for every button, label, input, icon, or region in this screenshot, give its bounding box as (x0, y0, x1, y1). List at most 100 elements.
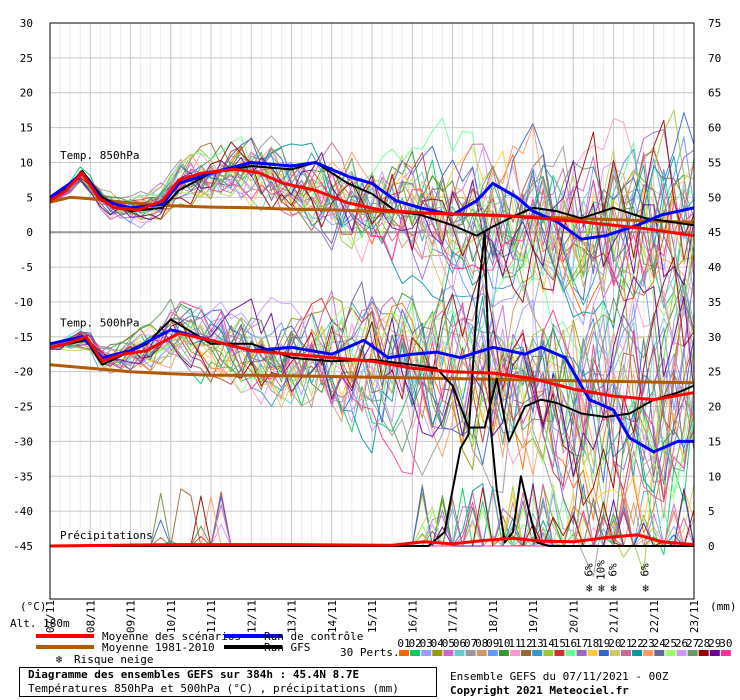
snowflake-icon: ❄ (610, 582, 617, 595)
perturbation-id: 28 (697, 637, 710, 650)
perturbation-id: 18 (586, 637, 599, 650)
axes (49, 22, 695, 600)
perturbation-swatch (510, 650, 520, 656)
left-axis-tick-label: -15 (13, 331, 33, 344)
x-axis-tick-label: 19/11 (527, 600, 540, 633)
right-axis-tick-label: 70 (708, 52, 721, 65)
x-axis-tick-label: 08/11 (84, 600, 97, 633)
perturbation-line-500 (49, 279, 695, 464)
series-line-precip (49, 533, 695, 548)
left-axis-unit: (°C) (20, 600, 47, 613)
perturbation-swatch (632, 650, 643, 656)
right-axis-tick-label: 75 (708, 17, 721, 30)
left-axis-tick-label: 0 (26, 226, 33, 239)
axis-labels: 302520151050-5-10-15-20-25-30-35-40-4575… (10, 17, 737, 633)
perturbation-swatch (698, 650, 709, 656)
left-axis-tick-label: -35 (13, 470, 33, 483)
perturbation-id: 25 (664, 637, 677, 650)
x-axis-tick-label: 23/11 (688, 600, 701, 633)
left-axis-tick-label: -30 (13, 435, 33, 448)
perturbation-id: 17 (575, 637, 588, 650)
legend-label-mean: Moyenne des scénarios (102, 630, 241, 643)
snow-risk-label: 6% (639, 563, 652, 577)
perturbation-id: 22 (630, 637, 643, 650)
perturbation-id: 05 (442, 637, 455, 650)
x-axis-tick-label: 21/11 (608, 600, 621, 633)
perturbation-swatch (709, 650, 720, 656)
altitude-label: Alt. 180m (10, 617, 70, 630)
perturbation-id: 03 (420, 637, 433, 650)
series-line-500 (49, 318, 695, 443)
x-axis-tick-label: 20/11 (567, 600, 580, 633)
left-axis-tick-label: 25 (20, 52, 33, 65)
x-axis-tick-label: 15/11 (366, 600, 379, 633)
perturbation-line-850 (49, 117, 695, 277)
perturbation-id: 26 (675, 637, 688, 650)
legend-label-gfs: Run GFS (264, 641, 310, 654)
left-axis-tick-label: 10 (20, 156, 33, 169)
perturbation-swatch (554, 650, 565, 656)
perturbation-swatch (443, 650, 454, 656)
perturbation-id: 13 (531, 637, 544, 650)
perturbation-id: 23 (642, 637, 655, 650)
perturbation-swatch (609, 650, 620, 656)
x-axis-tick-label: 17/11 (447, 600, 460, 633)
x-axis-tick-label: 11/11 (205, 600, 218, 633)
left-axis-tick-label: 15 (20, 122, 33, 135)
perturbation-swatch (487, 650, 498, 656)
footer-copyright: Copyright 2021 Meteociel.fr (450, 684, 629, 697)
footer-run-info: Ensemble GEFS du 07/11/2021 - 00Z Copyri… (450, 670, 669, 698)
x-axis-tick-label: 14/11 (326, 600, 339, 633)
left-axis-tick-label: 5 (26, 191, 33, 204)
perturbation-swatch (665, 650, 676, 656)
perturbation-line-850 (49, 109, 695, 292)
right-axis-tick-label: 10 (708, 470, 721, 483)
perturbation-id: 04 (431, 637, 445, 650)
perturbation-line-850 (49, 147, 695, 335)
section-label-precip: Précipitations (60, 529, 153, 542)
left-axis-tick-label: -10 (13, 296, 33, 309)
left-axis-tick-label: -45 (13, 540, 33, 553)
right-axis-tick-label: 55 (708, 156, 721, 169)
x-axis-tick-label: 10/11 (165, 600, 178, 633)
left-axis-tick-label: 30 (20, 17, 33, 30)
x-axis-tick-label: 07/11 (44, 600, 57, 633)
snowflake-icon: ❄ (586, 582, 593, 595)
perturbation-id: 12 (519, 637, 532, 650)
perturbation-id: 07 (464, 637, 477, 650)
perturbation-swatch (720, 650, 731, 656)
perturbation-id: 24 (653, 637, 667, 650)
perturbation-id: 29 (708, 637, 721, 650)
footer-title-box: Diagramme des ensembles GEFS sur 384h : … (19, 667, 437, 697)
perturbation-id: 09 (486, 637, 499, 650)
perturbation-swatch (465, 650, 476, 656)
perturbation-id: 30 (719, 637, 732, 650)
perturbation-swatch (565, 650, 576, 656)
perturbation-id: 01 (397, 637, 410, 650)
series-line-precip (50, 231, 694, 547)
perturbation-id: 15 (553, 637, 566, 650)
section-label-500: Temp. 500hPa (60, 316, 139, 329)
snowflake-icon: ❄ (642, 582, 649, 595)
left-axis-tick-label: -40 (13, 505, 33, 518)
perturbation-swatch (521, 650, 532, 656)
perturbation-id: 19 (597, 637, 610, 650)
perturbation-swatch (676, 650, 687, 656)
left-axis-tick-label: -20 (13, 366, 33, 379)
legend-label-control: Run de contrôle (264, 630, 363, 643)
right-axis-tick-label: 0 (708, 540, 715, 553)
right-axis-tick-label: 50 (708, 191, 721, 204)
right-axis-tick-label: 30 (708, 331, 721, 344)
perturbation-swatch (643, 650, 654, 656)
right-axis-tick-label: 40 (708, 261, 721, 274)
perturbation-line-500 (49, 301, 695, 500)
right-axis-tick-label: 15 (708, 435, 721, 448)
perturbation-swatch (454, 650, 465, 656)
perturbations-label: 30 Perts. (340, 646, 400, 659)
snow-risk-label: 10% (594, 560, 607, 580)
perturbation-swatch (598, 650, 609, 656)
grid (49, 22, 695, 547)
perturbation-swatch (532, 650, 543, 656)
